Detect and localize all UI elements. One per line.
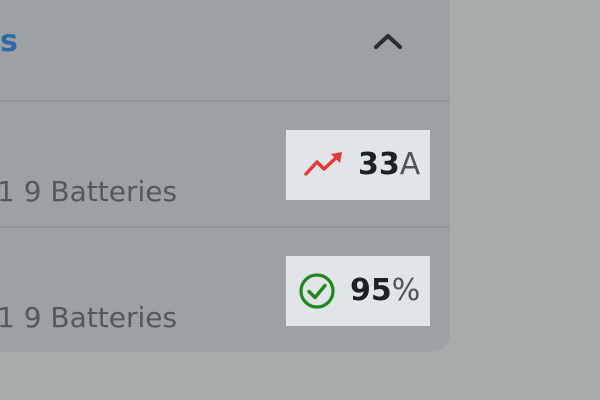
current-value: 33: [358, 147, 400, 182]
charge-unit: %: [391, 273, 421, 308]
section-title: s: [0, 24, 18, 59]
row-subtitle: 1 9 Batteries: [0, 301, 178, 334]
check-circle-icon: [298, 272, 336, 310]
row-subtitle: 1 9 Batteries: [0, 175, 178, 208]
trending-up-icon: [304, 151, 344, 179]
current-unit: A: [399, 147, 421, 182]
charge-value: 95: [350, 273, 392, 308]
divider: [0, 100, 450, 102]
collapse-button[interactable]: [370, 26, 406, 56]
divider: [0, 226, 450, 228]
current-badge: 33 A: [286, 130, 430, 200]
chevron-up-icon: [374, 34, 402, 49]
charge-badge: 95 %: [286, 256, 430, 326]
